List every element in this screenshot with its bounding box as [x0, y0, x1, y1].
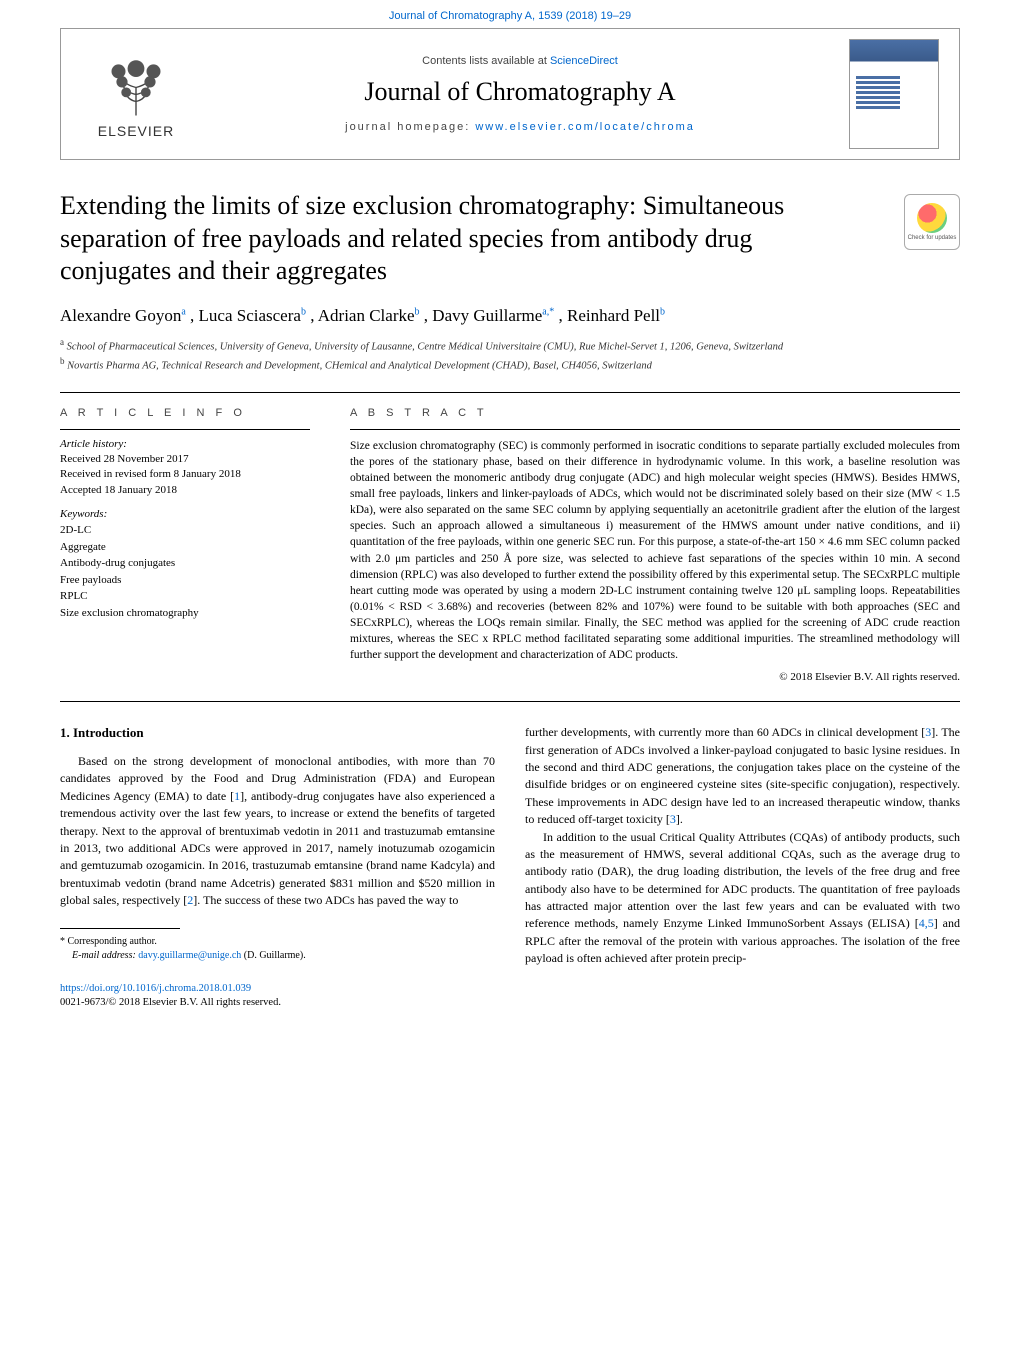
email-label: E-mail address:: [72, 950, 138, 961]
crossmark-badge[interactable]: Check for updates: [904, 194, 960, 250]
intro-paragraph-1-cont: further developments, with currently mor…: [525, 724, 960, 828]
abstract-head: A B S T R A C T: [350, 407, 960, 419]
abstract-column: A B S T R A C T Size exclusion chromatog…: [350, 407, 960, 683]
affiliation-b: b Novartis Pharma AG, Technical Research…: [60, 355, 960, 374]
publisher-name: ELSEVIER: [98, 123, 174, 139]
body-two-column: 1. Introduction Based on the strong deve…: [60, 724, 960, 967]
article-info-column: A R T I C L E I N F O Article history: R…: [60, 407, 310, 683]
history-label: Article history:: [60, 438, 310, 450]
issn-copyright-line: 0021-9673/© 2018 Elsevier B.V. All right…: [60, 996, 960, 1011]
journal-cover-thumbnail: [849, 39, 939, 149]
contents-prefix: Contents lists available at: [422, 55, 550, 67]
ref-4-5-link[interactable]: 4,5: [919, 916, 934, 930]
author-4: , Davy Guillarmea,*: [424, 306, 554, 325]
keyword-item: RPLC: [60, 588, 310, 605]
keyword-item: Free payloads: [60, 572, 310, 589]
keyword-item: Antibody-drug conjugates: [60, 555, 310, 572]
article-info-head: A R T I C L E I N F O: [60, 407, 310, 419]
bottom-metadata: https://doi.org/10.1016/j.chroma.2018.01…: [60, 982, 960, 1011]
journal-title: Journal of Chromatography A: [191, 77, 849, 107]
corresponding-author-note: * Corresponding author.: [60, 935, 495, 949]
author-1: Alexandre Goyona: [60, 306, 186, 325]
homepage-prefix: journal homepage:: [345, 121, 475, 133]
footnote-rule: [60, 928, 180, 929]
article-info-rule: [60, 429, 310, 430]
author-3: , Adrian Clarkeb: [310, 306, 419, 325]
footnotes: * Corresponding author. E-mail address: …: [60, 935, 495, 963]
elsevier-tree-icon: [101, 49, 171, 119]
history-text: Received 28 November 2017 Received in re…: [60, 452, 310, 498]
affiliation-a: a School of Pharmaceutical Sciences, Uni…: [60, 336, 960, 355]
keyword-item: Aggregate: [60, 539, 310, 556]
divider-top: [60, 392, 960, 393]
crossmark-icon: [917, 203, 947, 233]
author-5: , Reinhard Pellb: [559, 306, 666, 325]
keywords-label: Keywords:: [60, 508, 310, 520]
body-right-column: further developments, with currently mor…: [525, 724, 960, 967]
header-center: Contents lists available at ScienceDirec…: [191, 55, 849, 133]
affiliations: a School of Pharmaceutical Sciences, Uni…: [60, 336, 960, 374]
authors-line: Alexandre Goyona , Luca Sciascerab , Adr…: [60, 306, 960, 326]
doi-link[interactable]: https://doi.org/10.1016/j.chroma.2018.01…: [60, 983, 251, 994]
crossmark-label: Check for updates: [908, 235, 957, 241]
homepage-link[interactable]: www.elsevier.com/locate/chroma: [475, 121, 695, 133]
intro-paragraph-2: In addition to the usual Critical Qualit…: [525, 829, 960, 968]
publisher-logo: ELSEVIER: [81, 39, 191, 149]
abstract-rule: [350, 429, 960, 430]
keyword-item: Size exclusion chromatography: [60, 605, 310, 622]
abstract-copyright: © 2018 Elsevier B.V. All rights reserved…: [350, 671, 960, 683]
intro-paragraph-1: Based on the strong development of monoc…: [60, 753, 495, 910]
article-title: Extending the limits of size exclusion c…: [60, 190, 960, 288]
contents-lists-line: Contents lists available at ScienceDirec…: [191, 55, 849, 67]
introduction-heading: 1. Introduction: [60, 724, 495, 743]
email-line: E-mail address: davy.guillarme@unige.ch …: [60, 949, 495, 963]
author-2: , Luca Sciascerab: [190, 306, 306, 325]
journal-header: ELSEVIER Contents lists available at Sci…: [60, 28, 960, 160]
journal-homepage-line: journal homepage: www.elsevier.com/locat…: [191, 121, 849, 133]
running-head-link[interactable]: Journal of Chromatography A, 1539 (2018)…: [0, 0, 1020, 28]
body-left-column: 1. Introduction Based on the strong deve…: [60, 724, 495, 967]
email-suffix: (D. Guillarme).: [241, 950, 305, 961]
abstract-text: Size exclusion chromatography (SEC) is c…: [350, 438, 960, 663]
sciencedirect-link[interactable]: ScienceDirect: [550, 55, 618, 67]
corresponding-email-link[interactable]: davy.guillarme@unige.ch: [138, 950, 241, 961]
divider-after-abstract: [60, 701, 960, 702]
keyword-item: 2D-LC: [60, 522, 310, 539]
keywords-list: 2D-LC Aggregate Antibody-drug conjugates…: [60, 522, 310, 621]
